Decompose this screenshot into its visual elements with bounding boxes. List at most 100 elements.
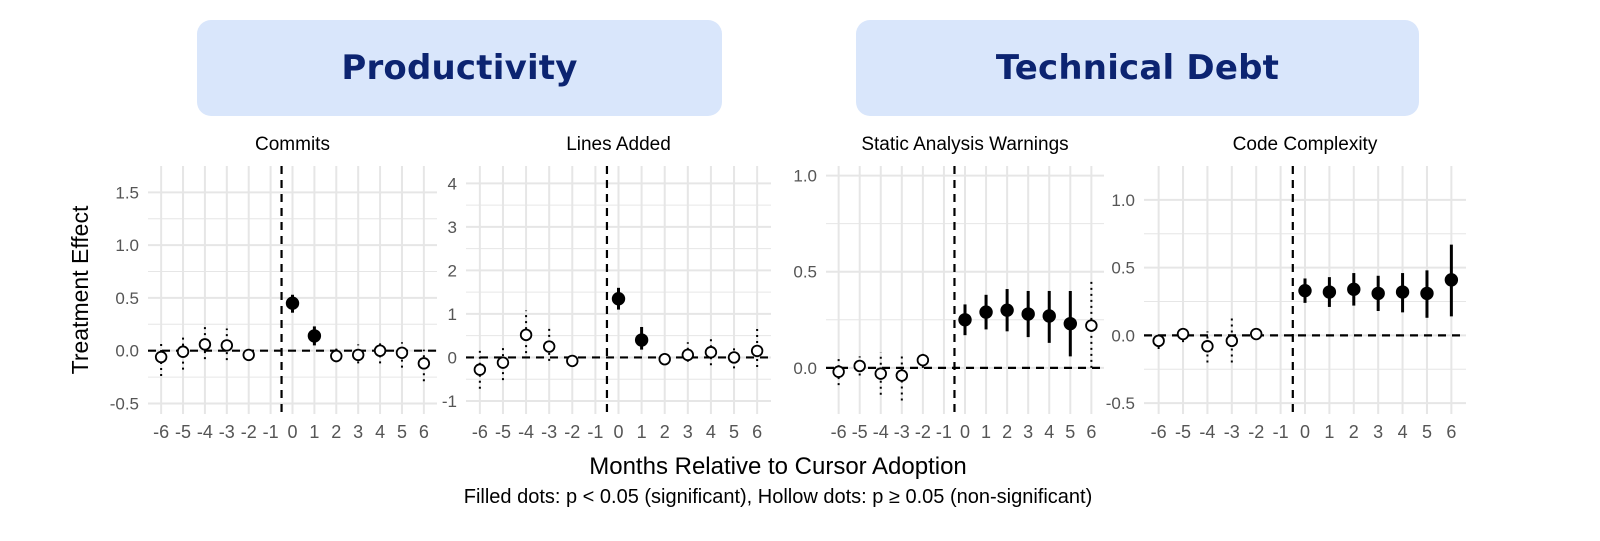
non-significant-point — [242, 348, 255, 362]
x-tick-label: 4 — [706, 422, 716, 442]
y-tick-label: 4 — [448, 174, 457, 193]
non-significant-point — [895, 369, 909, 382]
x-tick-label: -1 — [936, 422, 952, 442]
x-tick-label: 6 — [1446, 422, 1456, 442]
x-tick-label: -3 — [1224, 422, 1240, 442]
x-tick-label: -6 — [1151, 422, 1167, 442]
x-tick-label: -2 — [564, 422, 580, 442]
panel-title: Code Complexity — [1233, 134, 1378, 155]
x-tick-label: 2 — [1349, 422, 1359, 442]
significant-point — [611, 292, 626, 306]
non-significant-point — [373, 344, 387, 357]
non-significant-point — [1176, 327, 1190, 341]
y-tick-label: 1 — [448, 305, 457, 324]
non-significant-point — [1201, 340, 1214, 353]
non-significant-point — [351, 348, 365, 362]
non-significant-point — [916, 353, 930, 367]
x-tick-label: -4 — [197, 422, 213, 442]
non-significant-point — [832, 365, 845, 378]
y-tick-label: -0.5 — [110, 394, 139, 413]
facet-panel: Code Complexity -0.5 0.0 0.5 1.0 -6 -5 -4 -3 -2 -1… — [1106, 134, 1466, 442]
panel-title: Commits — [255, 134, 330, 155]
non-significant-point — [874, 367, 887, 380]
x-axis-title: Months Relative to Cursor Adoption — [589, 453, 967, 480]
facet-panel: Commits -0.5 0.0 0.5 1.0 1.5 -6 -5 -4 -3 -2 -1 0 1 2 3 4… — [110, 134, 437, 442]
panel-title: Static Analysis Warnings — [861, 134, 1068, 155]
y-tick-label: 1.5 — [115, 183, 139, 202]
non-significant-point — [496, 356, 510, 369]
x-tick-label: -3 — [219, 422, 235, 442]
x-tick-label: -4 — [873, 422, 889, 442]
x-tick-label: -5 — [175, 422, 191, 442]
x-tick-label: 0 — [613, 422, 623, 442]
significant-point — [1042, 309, 1056, 323]
x-tick-label: 1 — [637, 422, 647, 442]
x-tick-label: -1 — [263, 422, 279, 442]
non-significant-point — [417, 357, 431, 370]
x-tick-label: -5 — [852, 422, 868, 442]
x-tick-label: 6 — [1086, 422, 1096, 442]
significant-point — [1420, 286, 1434, 301]
non-significant-point — [853, 359, 866, 373]
x-tick-label: -2 — [241, 422, 257, 442]
non-significant-point — [1085, 319, 1098, 332]
non-significant-point — [658, 352, 671, 366]
x-tick-label: 0 — [960, 422, 970, 442]
significant-point — [307, 329, 322, 343]
x-tick-label: 3 — [353, 422, 363, 442]
x-tick-label: -2 — [915, 422, 931, 442]
y-tick-label: 0.0 — [1111, 326, 1135, 345]
y-tick-label: 0.0 — [793, 359, 817, 378]
significant-point — [1322, 285, 1337, 299]
non-significant-point — [176, 345, 190, 358]
non-significant-point — [1225, 334, 1239, 348]
significant-point — [1000, 303, 1014, 317]
non-significant-point — [750, 344, 764, 358]
non-significant-point — [154, 350, 168, 364]
footnote: Filled dots: p < 0.05 (significant), Hol… — [464, 486, 1093, 508]
x-tick-label: 1 — [309, 422, 319, 442]
y-tick-label: 2 — [448, 261, 457, 280]
group-header-label: Productivity — [341, 48, 578, 88]
significant-point — [1021, 307, 1035, 321]
x-tick-label: 5 — [1065, 422, 1075, 442]
panel-title: Lines Added — [566, 134, 671, 155]
non-significant-point — [198, 338, 212, 351]
y-tick-label: -1 — [442, 392, 457, 411]
y-tick-label: 1.0 — [793, 167, 817, 186]
x-tick-label: -4 — [518, 422, 534, 442]
group-header-label: Technical Debt — [995, 48, 1280, 88]
significant-point — [1395, 285, 1410, 299]
x-tick-label: 1 — [981, 422, 991, 442]
significant-point — [1371, 286, 1385, 301]
non-significant-point — [395, 346, 409, 359]
group-header-productivity: Productivity — [197, 20, 722, 116]
y-tick-label: 1.0 — [1111, 191, 1135, 210]
non-significant-point — [542, 340, 556, 353]
y-tick-label: 1.0 — [115, 236, 139, 255]
x-tick-label: -6 — [472, 422, 488, 442]
x-tick-label: -3 — [541, 422, 557, 442]
non-significant-point — [566, 354, 579, 368]
x-tick-label: -4 — [1199, 422, 1215, 442]
x-tick-label: 0 — [1300, 422, 1310, 442]
non-significant-point — [1152, 334, 1165, 348]
x-tick-label: -6 — [153, 422, 169, 442]
x-tick-label: 5 — [397, 422, 407, 442]
y-tick-label: -0.5 — [1106, 394, 1135, 413]
x-tick-label: 4 — [375, 422, 385, 442]
x-tick-label: -5 — [495, 422, 511, 442]
x-tick-label: -2 — [1248, 422, 1264, 442]
non-significant-point — [473, 363, 487, 376]
significant-point — [1063, 316, 1078, 331]
x-tick-label: 4 — [1044, 422, 1054, 442]
x-tick-label: 2 — [1002, 422, 1012, 442]
significant-point — [979, 305, 993, 319]
x-tick-label: 4 — [1398, 422, 1408, 442]
x-tick-label: 3 — [1373, 422, 1383, 442]
significant-point — [958, 313, 972, 327]
y-tick-label: 0.5 — [115, 289, 139, 308]
x-tick-label: 2 — [331, 422, 341, 442]
